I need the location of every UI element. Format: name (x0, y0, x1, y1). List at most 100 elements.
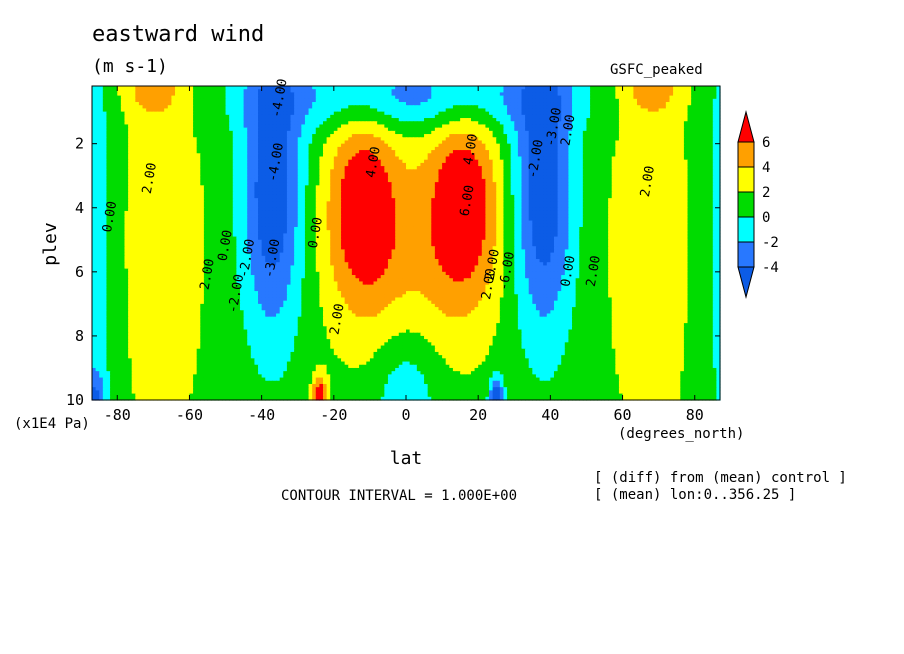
contour-cell (662, 111, 667, 116)
contour-cell (427, 121, 432, 126)
contour-cell (694, 98, 699, 103)
contour-cell (431, 121, 436, 126)
contour-cell (156, 102, 162, 106)
contour-cell (647, 111, 653, 116)
contour-cell (665, 105, 671, 110)
contour-cell (593, 95, 598, 100)
contour-cell (254, 92, 259, 97)
contour-cell (178, 111, 183, 116)
contour-cell (640, 92, 645, 97)
contour-cell (709, 89, 714, 93)
contour-cell (110, 118, 115, 122)
contour-cell (406, 111, 411, 116)
contour-cell (398, 124, 403, 129)
contour-cell (312, 108, 317, 113)
contour-cell (492, 111, 497, 116)
contour-cell (434, 95, 440, 100)
contour-cell (485, 105, 490, 110)
contour-cell (532, 89, 537, 93)
contour-cell (712, 130, 717, 135)
contour-cell (474, 98, 479, 103)
contour-cell (304, 121, 310, 126)
contour-cell (258, 92, 263, 97)
contour-cell (272, 114, 277, 119)
contour-cell (185, 102, 191, 106)
contour-cell (626, 127, 631, 132)
contour-cell (640, 108, 645, 113)
contour-cell (662, 92, 667, 97)
contour-cell (221, 98, 227, 103)
contour-cell (557, 118, 562, 122)
contour-cell (387, 130, 393, 135)
contour-cell (413, 114, 418, 119)
contour-cell (492, 121, 497, 126)
contour-cell (182, 111, 187, 116)
contour-cell (239, 108, 245, 113)
contour-cell (402, 118, 407, 122)
contour-cell (651, 86, 656, 90)
contour-cell (138, 102, 144, 106)
contour-cell (478, 130, 483, 135)
contour-cell (131, 130, 136, 135)
contour-cell (535, 127, 541, 132)
contour-cell (564, 89, 570, 93)
contour-cell (701, 95, 707, 100)
contour-cell (593, 130, 598, 135)
contour-cell (178, 92, 183, 97)
contour-cell (229, 108, 234, 113)
contour-cell (218, 92, 223, 97)
contour-cell (521, 95, 526, 100)
contour-cell (294, 124, 299, 129)
contour-cell (387, 127, 393, 132)
contour-cell (705, 95, 710, 100)
contour-cell (579, 127, 584, 132)
contour-cell (366, 86, 371, 90)
contour-cell (377, 121, 382, 126)
contour-cell (175, 124, 180, 129)
contour-cell (200, 118, 205, 122)
contour-cell (557, 89, 562, 93)
contour-cell (156, 114, 162, 119)
contour-cell (369, 130, 375, 135)
contour-cell (568, 98, 573, 103)
contour-cell (539, 89, 544, 93)
contour-cell (398, 127, 403, 132)
contour-cell (680, 118, 685, 122)
contour-cell (478, 124, 483, 129)
contour-cell (131, 118, 136, 122)
contour-cell (366, 105, 371, 110)
contour-cell (348, 130, 353, 135)
contour-cell (268, 89, 274, 93)
contour-cell (489, 114, 494, 119)
contour-cell (113, 118, 118, 122)
contour-cell (326, 124, 331, 129)
contour-cell (290, 127, 295, 132)
contour-cell (153, 108, 158, 113)
contour-cell (218, 121, 223, 126)
contour-cell (268, 102, 274, 106)
contour-cell (254, 98, 259, 103)
contour-cell (669, 102, 674, 106)
contour-cell (377, 111, 382, 116)
contour-cell (507, 111, 512, 116)
contour-cell (369, 102, 375, 106)
contour-cell (550, 118, 555, 122)
contour-cell (391, 98, 396, 103)
contour-cell (503, 114, 508, 119)
contour-cell (662, 102, 667, 106)
contour-cell (470, 111, 476, 116)
contour-cell (535, 86, 541, 90)
contour-cell (232, 111, 237, 116)
contour-cell (402, 124, 407, 129)
contour-cell (387, 105, 393, 110)
contour-cell (618, 92, 624, 97)
contour-cell (326, 130, 331, 135)
contour-cell (135, 114, 140, 119)
contour-cell (301, 124, 306, 129)
contour-cell (406, 127, 411, 132)
contour-cell (662, 124, 667, 129)
contour-cell (232, 95, 237, 100)
contour-cell (557, 130, 562, 135)
contour-cell (467, 89, 472, 93)
contour-cell (557, 86, 562, 90)
